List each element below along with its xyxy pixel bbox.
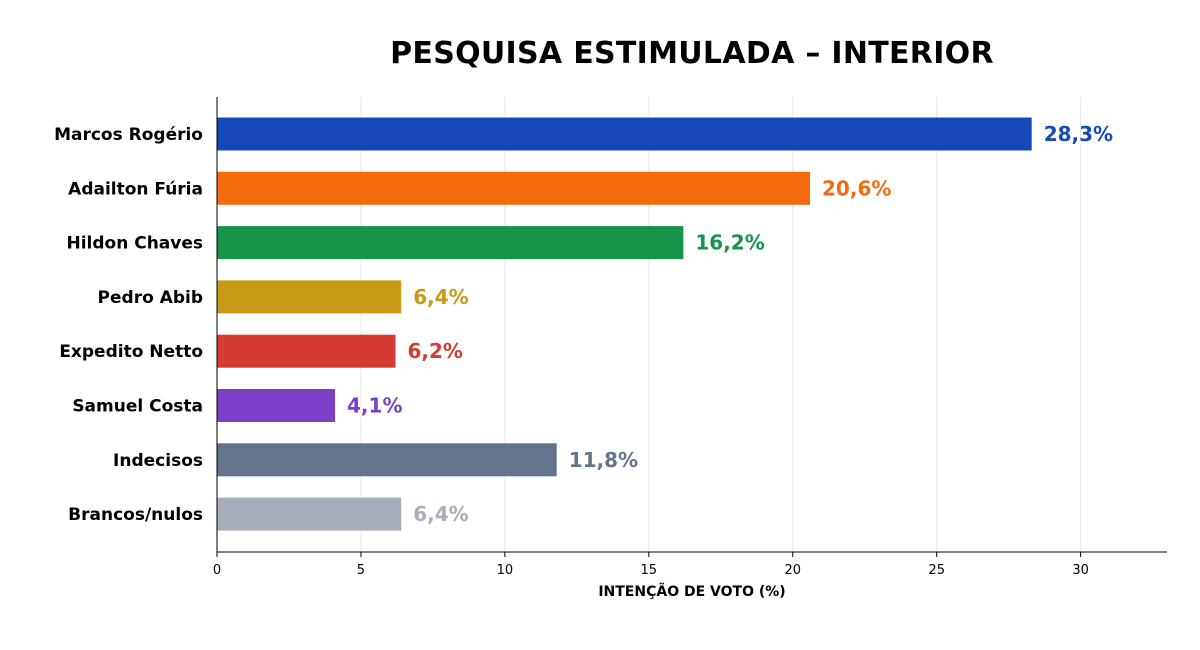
chart-title: PESQUISA ESTIMULADA – INTERIOR	[390, 36, 994, 71]
bar	[217, 334, 396, 368]
value-label: 4,1%	[347, 394, 402, 418]
bars: Marcos Rogério 28,3% Adailton Fúria 20,6% Hi…	[54, 117, 1113, 531]
x-tick-label: 5	[357, 563, 365, 578]
value-label: 28,3%	[1044, 122, 1113, 146]
bar	[217, 497, 402, 531]
category-label: Samuel Costa	[72, 397, 203, 417]
value-label: 16,2%	[695, 231, 764, 255]
category-label: Brancos/nulos	[68, 505, 203, 525]
x-tick-label: 20	[784, 563, 801, 578]
value-label: 6,4%	[413, 285, 468, 309]
value-label: 6,4%	[413, 502, 468, 526]
category-label: Expedito Netto	[59, 342, 203, 362]
x-tick-label: 10	[497, 563, 514, 578]
x-axis-title: INTENÇÃO DE VOTO (%)	[598, 583, 785, 600]
category-label: Hildon Chaves	[66, 234, 203, 254]
bar	[217, 171, 811, 205]
category-label: Indecisos	[113, 451, 203, 471]
value-label: 11,8%	[569, 448, 638, 472]
bar	[217, 280, 402, 314]
gridlines	[360, 97, 1082, 552]
value-label: 6,2%	[407, 339, 462, 363]
x-tick-label: 25	[928, 563, 945, 578]
bar	[217, 443, 557, 477]
bar	[217, 389, 336, 422]
x-tick-label: 15	[641, 563, 658, 578]
value-label: 20,6%	[822, 176, 891, 200]
x-axis: 0 5 10 15 20 25 30	[213, 97, 1167, 578]
category-label: Pedro Abib	[98, 288, 203, 308]
x-tick-label: 0	[213, 563, 221, 578]
bar	[217, 117, 1032, 151]
category-label: Adailton Fúria	[68, 179, 203, 199]
x-tick-label: 30	[1072, 563, 1089, 578]
category-label: Marcos Rogério	[54, 125, 203, 145]
bar	[217, 226, 684, 260]
